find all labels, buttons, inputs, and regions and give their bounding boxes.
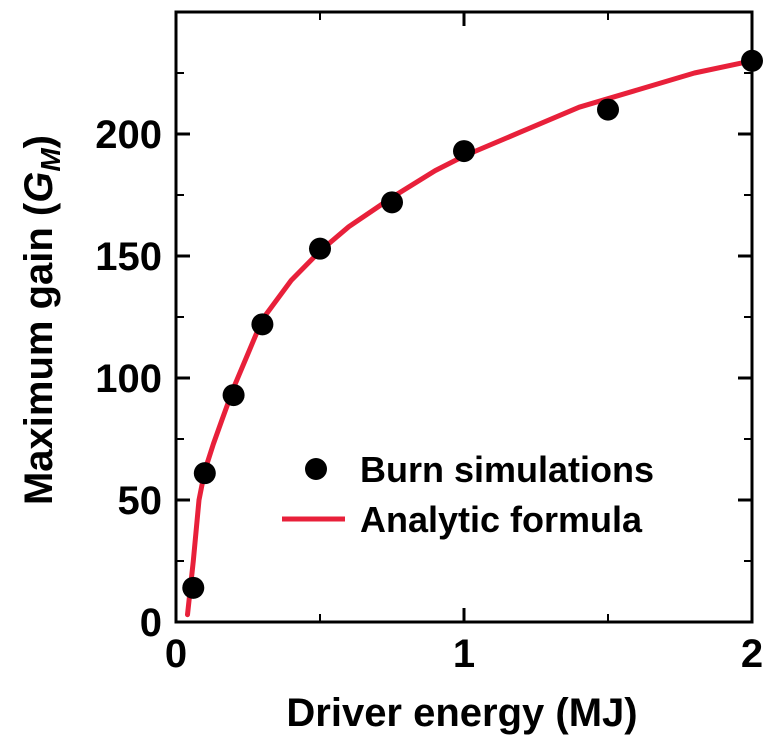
burn-simulation-point bbox=[222, 384, 245, 407]
burn-simulation-point bbox=[182, 576, 205, 599]
y-axis-ticks: 0 50 100 150 200 bbox=[95, 72, 752, 645]
x-tick-label: 2 bbox=[741, 632, 763, 676]
y-tick-label: 200 bbox=[95, 113, 162, 157]
burn-simulation-point bbox=[597, 98, 619, 121]
y-tick-label: 150 bbox=[95, 235, 162, 279]
y-axis-label-main: Maximum gain ( bbox=[17, 202, 61, 505]
y-axis-label-subscript: M bbox=[35, 148, 66, 172]
y-tick-label: 0 bbox=[140, 601, 162, 645]
burn-simulation-point bbox=[193, 462, 216, 485]
burn-simulation-point bbox=[251, 313, 274, 336]
x-tick-label: 1 bbox=[453, 632, 475, 676]
y-axis-label: Maximum gain (GM) bbox=[17, 135, 66, 505]
legend-label-analytic-formula: Analytic formula bbox=[360, 499, 643, 540]
burn-simulations-series bbox=[182, 49, 763, 599]
x-tick-label: 0 bbox=[165, 632, 187, 676]
legend-marker-burn-simulations bbox=[305, 458, 327, 480]
legend-label-burn-simulations: Burn simulations bbox=[360, 449, 654, 490]
burn-simulation-point bbox=[381, 191, 403, 214]
y-tick-label: 100 bbox=[95, 357, 162, 401]
legend: Burn simulations Analytic formula bbox=[282, 449, 654, 540]
y-axis-label-close: ) bbox=[17, 135, 61, 148]
burn-simulation-point bbox=[453, 140, 475, 163]
y-tick-label: 50 bbox=[118, 479, 163, 523]
burn-simulation-point bbox=[741, 49, 763, 72]
x-axis-ticks: 0 1 2 bbox=[165, 12, 763, 676]
y-axis-label-symbol: G bbox=[17, 172, 61, 203]
burn-simulation-point bbox=[309, 237, 331, 260]
x-axis-label: Driver energy (MJ) bbox=[286, 691, 637, 735]
